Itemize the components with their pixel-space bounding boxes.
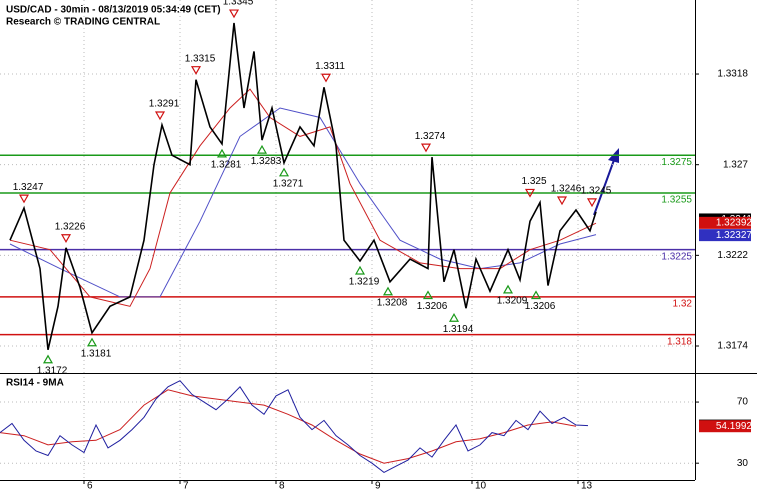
line	[9, 22, 597, 350]
trough-marker	[382, 286, 394, 296]
annotation-label: 1.3283	[251, 156, 282, 167]
annotation-label: 1.3345	[223, 0, 254, 8]
chart-subtitle: Research © TRADING CENTRAL	[6, 17, 160, 28]
chart-title: USD/CAD - 30min - 08/13/2019 05:34:49 (C…	[6, 5, 221, 16]
x-tick-label: 8	[279, 481, 285, 492]
last-value-label: 1.32392	[716, 217, 753, 228]
peak-marker	[60, 234, 72, 243]
annotation-label: 1.3181	[81, 348, 112, 359]
annotation-label: 1.3206	[417, 301, 448, 312]
last-value-box	[699, 420, 751, 433]
annotation-label: 1.3208	[377, 297, 408, 308]
annotation-label: 1.3271	[273, 178, 304, 189]
peak-marker	[556, 196, 568, 206]
y-tick-label: 70	[737, 397, 749, 408]
trough-marker	[256, 144, 268, 154]
annotation-label: 1.3247	[13, 182, 44, 193]
y-tick-label: 1.3318	[717, 69, 748, 80]
peak-marker	[524, 188, 536, 198]
last-value-box	[699, 216, 751, 229]
annotation-label: 1.3194	[443, 324, 474, 335]
y-tick-label: 1.3222	[717, 250, 748, 261]
line	[0, 389, 577, 464]
annotation-label: 1.3311	[315, 61, 345, 72]
trough-marker	[278, 167, 290, 177]
peak-marker	[228, 9, 240, 19]
annotation-label: 1.3172	[37, 365, 68, 376]
line	[0, 380, 589, 473]
trough-marker	[448, 313, 460, 322]
level-label: 1.318	[667, 336, 692, 347]
trough-marker	[530, 290, 542, 300]
peak-marker	[320, 73, 332, 83]
level-label: 1.3225	[661, 251, 692, 262]
annotation-label: 1.3281	[211, 160, 242, 171]
last-value-label: 54.1992	[716, 421, 753, 432]
peak-marker	[190, 66, 202, 75]
peak-marker	[18, 194, 30, 204]
level-label: 1.3275	[661, 157, 692, 168]
annotation-label: 1.3206	[525, 301, 556, 312]
peak-marker	[154, 111, 166, 121]
x-tick-label: 13	[581, 481, 593, 492]
annotation-label: 1.3315	[185, 53, 216, 64]
trough-marker	[502, 284, 514, 294]
annotation-label: 1.3226	[55, 221, 86, 232]
level-label: 1.3255	[661, 195, 692, 206]
rsi-title: RSI14 - 9MA	[6, 378, 64, 389]
y-tick-label: 1.327	[723, 159, 748, 170]
annotation-label: 1.3291	[149, 99, 180, 110]
last-value-box	[699, 229, 751, 242]
peak-marker	[420, 143, 432, 153]
level-label: 1.32	[673, 299, 693, 310]
peak-marker	[586, 198, 598, 208]
annotation-label: 1.3274	[415, 131, 446, 142]
x-tick-label: 6	[87, 481, 93, 492]
annotation-label: 1.3245	[581, 186, 612, 197]
annotation-label: 1.325	[521, 176, 546, 187]
trough-marker	[216, 148, 228, 158]
y-tick-label: 30	[737, 458, 749, 469]
trough-marker	[422, 290, 434, 300]
y-tick-label: 1.3174	[717, 341, 748, 352]
x-tick-label: 10	[475, 481, 487, 492]
line	[9, 88, 597, 307]
trough-marker	[86, 337, 98, 347]
x-tick-label: 7	[183, 481, 189, 492]
last-value-label: 1.32327	[716, 230, 753, 241]
annotation-label: 1.3219	[349, 277, 380, 288]
x-tick-label: 9	[375, 481, 381, 492]
annotation-label: 1.3246	[551, 184, 582, 195]
annotation-label: 1.3209	[497, 296, 528, 307]
trough-marker	[354, 265, 366, 275]
trough-marker	[42, 354, 54, 364]
